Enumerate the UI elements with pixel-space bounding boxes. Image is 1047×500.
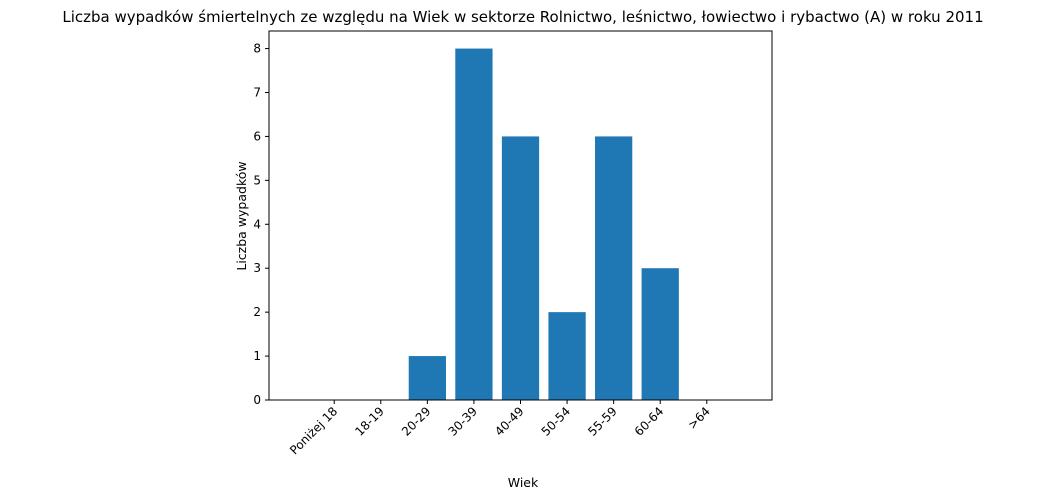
y-tick-label: 5 bbox=[253, 173, 261, 187]
x-tick-label: >64 bbox=[685, 404, 713, 432]
y-axis-label: Liczba wypadków bbox=[234, 161, 249, 270]
y-tick-label: 8 bbox=[253, 42, 261, 56]
bar-60-64 bbox=[641, 268, 679, 400]
x-tick-label: 40-49 bbox=[492, 404, 527, 439]
bars-group bbox=[408, 48, 679, 400]
y-tick-label: 6 bbox=[253, 129, 261, 143]
bar-50-54 bbox=[548, 312, 586, 400]
y-tick-label: 4 bbox=[253, 217, 261, 231]
y-tick-label: 0 bbox=[253, 393, 261, 407]
plot-frame bbox=[268, 30, 773, 401]
y-tick-label: 3 bbox=[253, 261, 261, 275]
bar-30-39 bbox=[455, 48, 493, 400]
x-axis-ticks: Poniżej 18 18-19 20-29 30-39 40-49 50-54 55-59… bbox=[287, 400, 713, 457]
bar-40-49 bbox=[501, 136, 540, 400]
bar-20-29 bbox=[408, 356, 446, 400]
y-tick-label: 7 bbox=[253, 86, 261, 100]
chart-title: Liczba wypadków śmiertelnych ze względu … bbox=[62, 8, 983, 26]
x-tick-label: 30-39 bbox=[445, 404, 480, 439]
bar-55-59 bbox=[595, 136, 633, 400]
x-tick-label: 18-19 bbox=[352, 404, 387, 439]
y-tick-label: 1 bbox=[253, 349, 261, 363]
x-axis-label: Wiek bbox=[508, 475, 539, 490]
x-tick-label: 50-54 bbox=[539, 404, 574, 439]
y-tick-label: 2 bbox=[253, 305, 261, 319]
x-tick-label: 55-59 bbox=[585, 404, 620, 439]
x-tick-label: 60-64 bbox=[632, 404, 667, 439]
x-tick-label: 20-29 bbox=[399, 404, 434, 439]
x-tick-label: Poniżej 18 bbox=[287, 404, 340, 457]
y-axis-ticks: 0 1 2 3 4 5 6 7 8 bbox=[253, 42, 269, 407]
